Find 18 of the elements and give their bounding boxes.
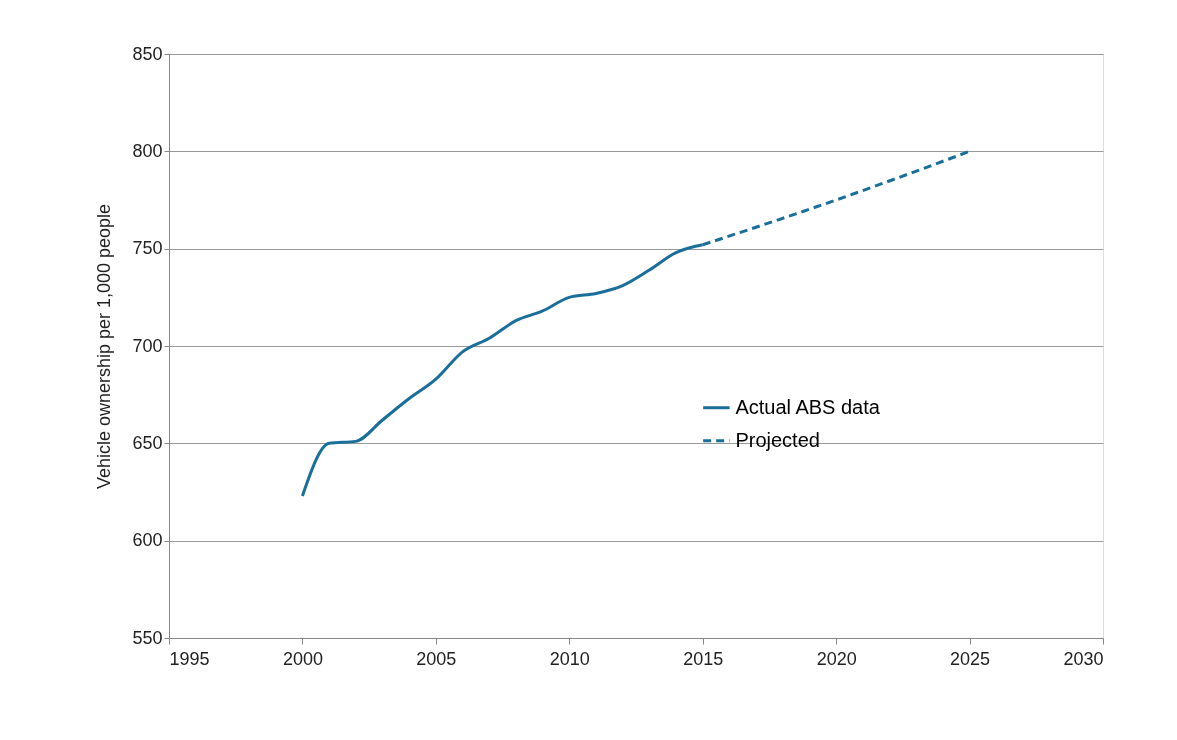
x-tick-label: 2000 xyxy=(282,648,323,669)
x-tick-label: 2005 xyxy=(416,648,457,669)
y-tick-label: 850 xyxy=(132,43,163,64)
y-tick-label: 800 xyxy=(132,140,163,161)
y-tick-label: 700 xyxy=(132,335,163,356)
legend-label: Actual ABS data xyxy=(735,395,881,418)
y-tick-label: 650 xyxy=(132,432,163,453)
y-axis-title: Vehicle ownership per 1,000 people xyxy=(94,203,115,490)
x-tick-label: 2020 xyxy=(816,648,857,669)
y-tick-label: 600 xyxy=(132,530,163,551)
x-tick-label: 1995 xyxy=(169,648,210,669)
y-tick-label: 750 xyxy=(132,238,163,259)
x-tick-label: 2025 xyxy=(950,648,991,669)
legend-label: Projected xyxy=(735,428,820,451)
y-tick-label: 550 xyxy=(132,627,163,648)
x-tick-label: 2010 xyxy=(549,648,590,669)
x-tick-label: 2030 xyxy=(1063,648,1104,669)
x-tick-label: 2015 xyxy=(683,648,724,669)
